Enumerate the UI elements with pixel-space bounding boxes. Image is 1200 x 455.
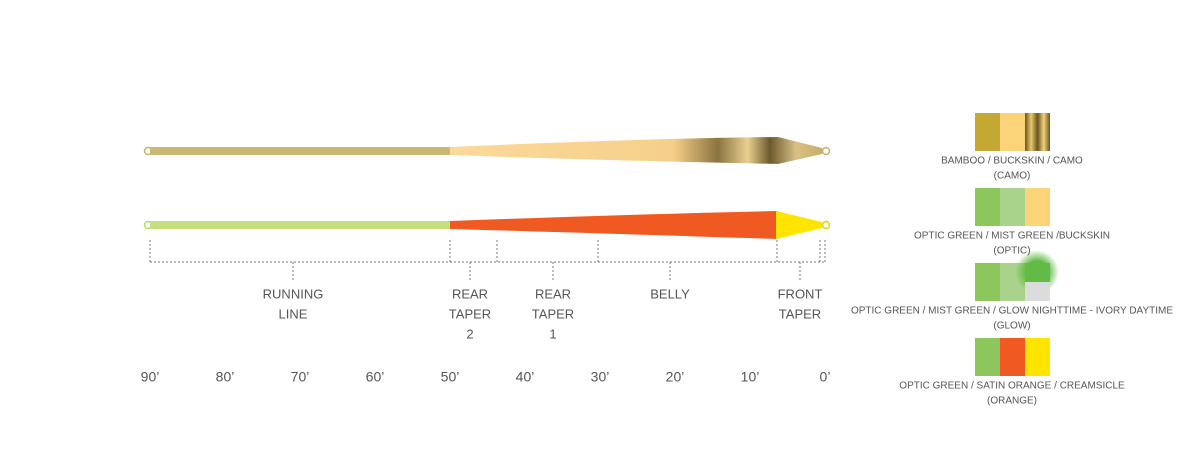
section-brackets — [149, 240, 826, 282]
swatch-code: (GLOW) — [993, 321, 1030, 332]
swatch-name: OPTIC GREEN / MIST GREEN /BUCKSKIN — [914, 231, 1110, 242]
swatch-code: (ORANGE) — [987, 396, 1037, 407]
axis-label: 60’ — [366, 369, 385, 385]
section-label: TAPER — [532, 306, 574, 321]
section-label: LINE — [279, 306, 308, 321]
axis-label: 50’ — [441, 369, 460, 385]
section-label: TAPER — [779, 306, 821, 321]
axis-label: 80’ — [216, 369, 235, 385]
section-label: BELLY — [650, 286, 690, 301]
fly-line-orange — [143, 211, 831, 239]
section-label: RUNNING — [263, 286, 324, 301]
swatch-name: OPTIC GREEN / SATIN ORANGE / CREAMSICLE — [899, 381, 1125, 392]
section-label: 1 — [549, 326, 556, 341]
section-label: FRONT — [778, 286, 823, 301]
axis-label: 20’ — [666, 369, 685, 385]
axis-label: 30’ — [591, 369, 610, 385]
axis-label: 40’ — [516, 369, 535, 385]
axis-label: 10’ — [741, 369, 760, 385]
section-label: TAPER — [449, 306, 491, 321]
swatch-name: OPTIC GREEN / MIST GREEN / GLOW NIGHTTIM… — [851, 306, 1173, 317]
section-label: 2 — [466, 326, 473, 341]
swatch-code: (CAMO) — [994, 171, 1031, 182]
swatch-name: BAMBOO / BUCKSKIN / CAMO — [941, 156, 1083, 167]
fly-line-camo — [143, 137, 831, 164]
axis-label: 90’ — [141, 369, 160, 385]
axis-label: 0’ — [820, 369, 831, 385]
axis-label: 70’ — [291, 369, 310, 385]
swatch-code: (OPTIC) — [993, 246, 1030, 257]
section-label: REAR — [535, 286, 571, 301]
section-label: REAR — [452, 286, 488, 301]
swatches — [975, 113, 1059, 376]
